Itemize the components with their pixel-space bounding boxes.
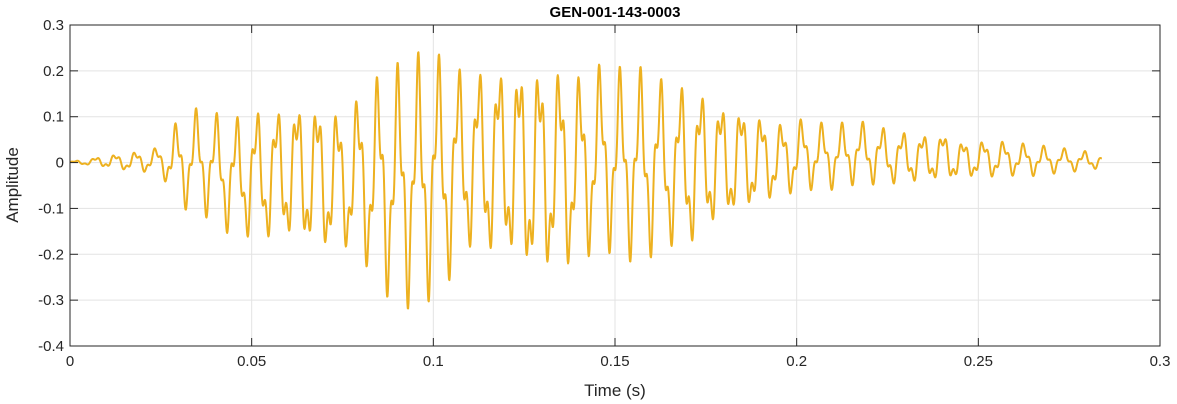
x-tick-label: 0.2 (786, 353, 807, 370)
axis-ticks (69, 24, 1161, 347)
x-axis-label: Time (s) (584, 381, 646, 400)
series-layer (69, 51, 1103, 310)
x-tick-label: 0.3 (1150, 353, 1171, 370)
x-tick-label: 0 (66, 353, 74, 370)
y-tick-label: 0.2 (43, 63, 64, 80)
y-tick-label: 0.1 (43, 109, 64, 126)
y-tick-label: 0.3 (43, 17, 64, 34)
y-tick-label: -0.2 (38, 246, 64, 263)
y-tick-label: -0.1 (38, 200, 64, 217)
x-tick-labels: 0 0.05 0.1 0.15 0.2 0.25 0.3 (66, 353, 1171, 370)
y-tick-label: 0 (56, 155, 64, 172)
y-axis-label: Amplitude (3, 147, 22, 223)
y-tick-label: -0.4 (38, 338, 64, 355)
x-tick-label: 0.25 (964, 353, 993, 370)
x-tick-label: 0.1 (423, 353, 444, 370)
series-line (69, 51, 1103, 310)
y-tick-label: -0.3 (38, 292, 64, 309)
chart-title: GEN-001-143-0003 (550, 4, 681, 21)
x-tick-label: 0.05 (237, 353, 266, 370)
x-tick-label: 0.15 (600, 353, 629, 370)
y-tick-labels: -0.4 -0.3 -0.2 -0.1 0 0.1 0.2 0.3 (38, 17, 64, 355)
